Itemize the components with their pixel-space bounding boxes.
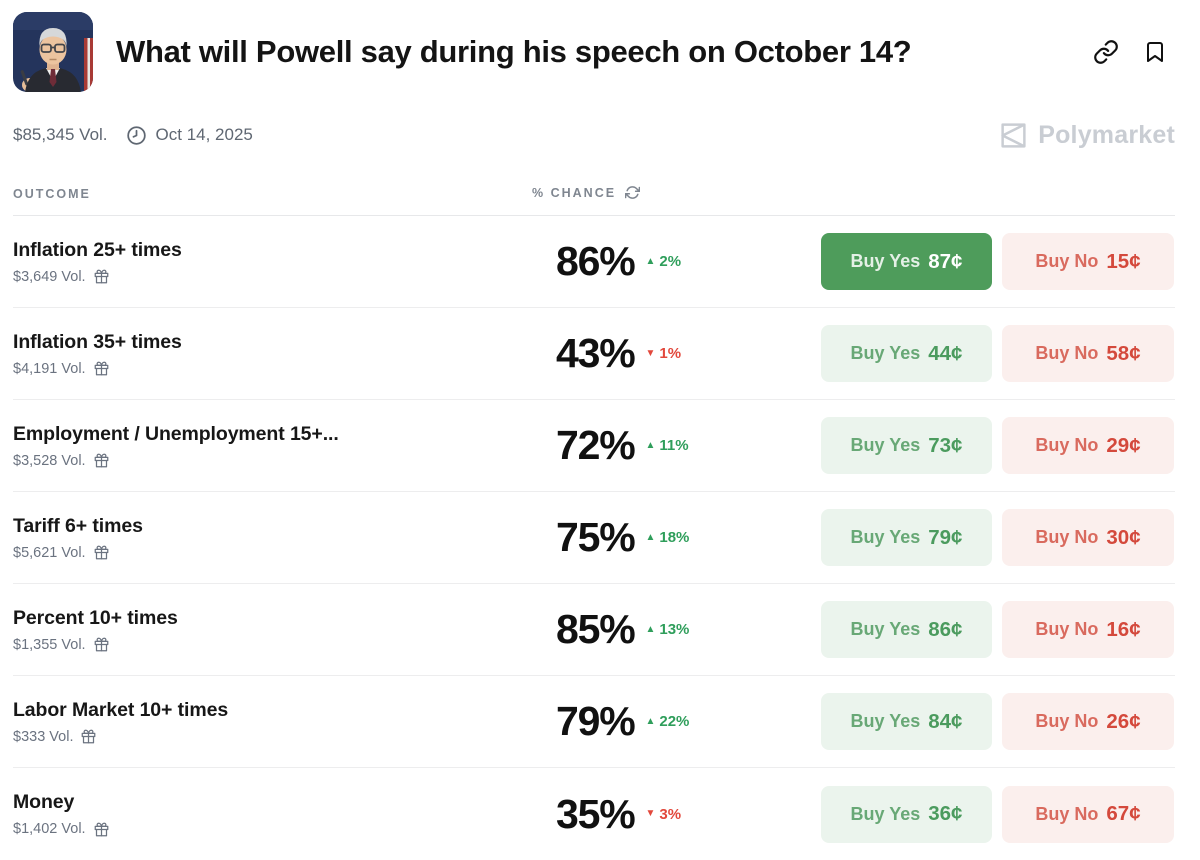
chance-percent: 79%	[556, 698, 636, 744]
chance-delta: ▼ 3%	[645, 805, 682, 823]
delta-down-icon: ▼	[645, 808, 656, 819]
outcome-info: Employment / Unemployment 15+... $3,528 …	[13, 423, 556, 469]
outcome-info: Money $1,402 Vol.	[13, 791, 556, 837]
chance-percent: 86%	[556, 238, 636, 284]
outcome-info: Tariff 6+ times $5,621 Vol.	[13, 515, 556, 561]
outcome-column-header: OUTCOME	[13, 187, 91, 201]
buy-no-button[interactable]: Buy No 16¢	[1002, 601, 1174, 658]
outcome-row-labor-market[interactable]: Labor Market 10+ times $333 Vol. 79% ▲ 22…	[13, 676, 1175, 768]
outcome-row-tariff[interactable]: Tariff 6+ times $5,621 Vol. 75% ▲ 18% Buy…	[13, 492, 1175, 584]
buy-no-button[interactable]: Buy No 29¢	[1002, 417, 1174, 474]
buy-yes-button[interactable]: Buy Yes 44¢	[821, 325, 992, 382]
gift-icon	[94, 822, 108, 836]
outcome-name: Employment / Unemployment 15+...	[13, 422, 339, 445]
outcome-info: Inflation 35+ times $4,191 Vol.	[13, 331, 556, 377]
chance-delta: ▲ 13%	[645, 621, 690, 638]
outcome-name: Inflation 25+ times	[13, 238, 182, 261]
gift-icon	[94, 637, 108, 652]
delta-up-icon: ▲	[645, 715, 656, 727]
outcome-volume: $4,191 Vol.	[13, 360, 86, 377]
gift-icon	[94, 453, 108, 468]
outcome-info: Inflation 25+ times $3,649 Vol.	[13, 239, 556, 285]
buy-yes-button[interactable]: Buy Yes 87¢	[821, 233, 992, 290]
link-icon	[1094, 40, 1118, 64]
gift-icon	[82, 729, 96, 744]
buy-no-button[interactable]: Buy No 26¢	[1002, 693, 1174, 750]
outcome-row-inflation-35[interactable]: Inflation 35+ times $4,191 Vol. 43% ▼ 1% …	[13, 308, 1175, 400]
market-date: Oct 14, 2025	[155, 125, 253, 144]
delta-up-icon: ▲	[645, 531, 656, 543]
outcome-row-inflation-25[interactable]: Inflation 25+ times $3,649 Vol. 86% ▲ 2% …	[13, 216, 1175, 308]
chance-percent: 75%	[556, 514, 636, 560]
chance-delta: ▼ 1%	[645, 345, 682, 362]
market-header: What will Powell say during his speech o…	[13, 0, 1175, 92]
bookmark-button[interactable]	[1143, 40, 1167, 64]
chance-column-header: % CHANCE	[532, 185, 617, 200]
market-avatar-powell-photo	[13, 12, 93, 92]
chance-delta: ▲ 2%	[645, 253, 682, 270]
outcome-volume: $1,402 Vol.	[13, 821, 86, 837]
market-meta: $85,345 Vol. Oct 14, 2025 Polymarket	[13, 121, 1175, 150]
outcome-name: Labor Market 10+ times	[13, 698, 229, 721]
delta-up-icon: ▲	[645, 439, 656, 451]
outcome-name: Percent 10+ times	[13, 606, 178, 629]
outcome-info: Labor Market 10+ times $333 Vol.	[13, 699, 556, 745]
bookmark-icon	[1147, 42, 1163, 62]
buy-yes-button[interactable]: Buy Yes 79¢	[821, 509, 992, 566]
buy-yes-button[interactable]: Buy Yes 73¢	[821, 417, 992, 474]
polymarket-logo-text: Polymarket	[1038, 120, 1175, 149]
gift-icon	[94, 269, 108, 284]
outcome-volume: $3,649 Vol.	[13, 268, 86, 285]
outcome-info: Percent 10+ times $1,355 Vol.	[13, 607, 556, 653]
buy-no-button[interactable]: Buy No 15¢	[1002, 233, 1174, 290]
powell-portrait-illustration	[13, 12, 93, 92]
clock-icon	[126, 125, 147, 146]
polymarket-logo-icon	[1001, 122, 1026, 148]
outcome-row-employment[interactable]: Employment / Unemployment 15+... $3,528 …	[13, 400, 1175, 492]
buy-no-button[interactable]: Buy No 30¢	[1002, 509, 1174, 566]
outcome-row-percent[interactable]: Percent 10+ times $1,355 Vol. 85% ▲ 13% B…	[13, 584, 1175, 676]
buy-no-button[interactable]: Buy No 67¢	[1002, 785, 1174, 843]
chance-percent: 72%	[556, 422, 636, 468]
outcome-name: Tariff 6+ times	[13, 514, 143, 537]
delta-up-icon: ▲	[645, 255, 656, 267]
delta-down-icon: ▼	[645, 347, 656, 359]
table-header: OUTCOME % CHANCE	[13, 185, 1175, 216]
total-volume: $85,345 Vol.	[13, 125, 108, 144]
chance-percent: 85%	[556, 606, 636, 652]
refresh-button[interactable]	[625, 185, 641, 200]
buy-no-button[interactable]: Buy No 58¢	[1002, 325, 1174, 382]
chance-delta: ▲ 18%	[645, 529, 690, 546]
gift-icon	[94, 361, 108, 376]
outcome-volume: $3,528 Vol.	[13, 452, 86, 469]
polymarket-brand: Polymarket	[999, 121, 1175, 150]
buy-yes-button[interactable]: Buy Yes 86¢	[821, 601, 992, 658]
chance-delta: ▲ 11%	[645, 437, 689, 454]
copy-link-button[interactable]	[1093, 39, 1119, 65]
buy-yes-button[interactable]: Buy Yes 36¢	[821, 785, 992, 843]
outcome-volume: $333 Vol.	[13, 728, 74, 745]
outcomes-list: Inflation 25+ times $3,649 Vol. 86% ▲ 2% …	[13, 216, 1175, 860]
chance-delta: ▲ 22%	[645, 713, 690, 730]
chance-percent: 43%	[556, 330, 636, 376]
outcome-name: Inflation 35+ times	[13, 330, 182, 353]
outcome-volume: $5,621 Vol.	[13, 544, 86, 561]
market-title: What will Powell say during his speech o…	[116, 34, 912, 69]
refresh-icon	[625, 186, 641, 199]
gift-icon	[94, 545, 108, 560]
chance-percent: 35%	[556, 790, 636, 837]
outcome-name: Money	[13, 791, 75, 813]
outcome-row-money[interactable]: Money $1,402 Vol. 35% ▼ 3% Buy Yes 36¢ Buy…	[13, 768, 1175, 860]
buy-yes-button[interactable]: Buy Yes 84¢	[821, 693, 992, 750]
delta-up-icon: ▲	[645, 623, 656, 635]
outcome-volume: $1,355 Vol.	[13, 636, 86, 653]
